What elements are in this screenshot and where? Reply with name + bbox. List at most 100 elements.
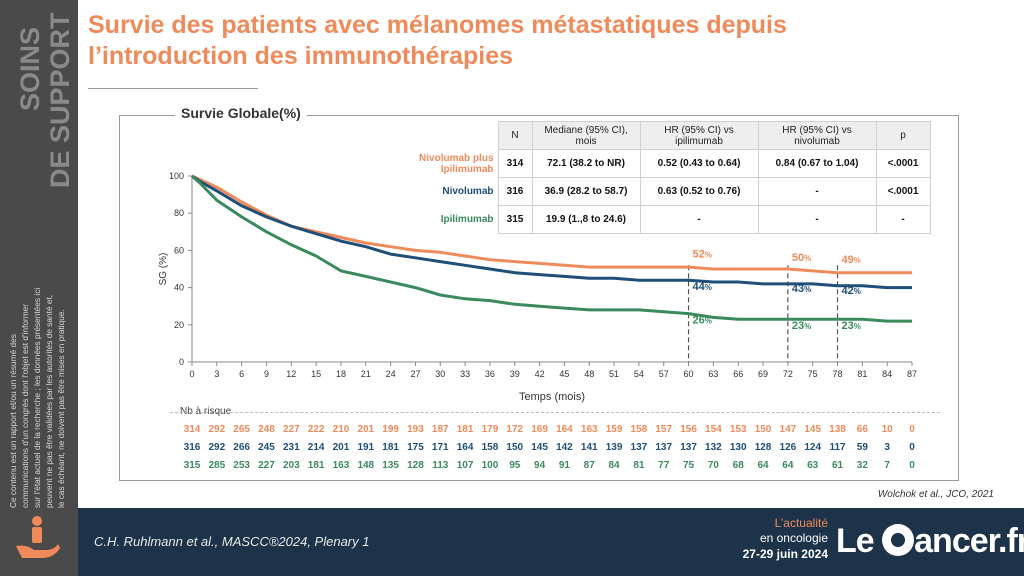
table-cell: 0.63 (0.52 to 0.76) xyxy=(639,177,759,206)
x-tick-label: 69 xyxy=(758,369,768,379)
y-tick-label: 80 xyxy=(174,208,184,218)
footer-citation: C.H. Ruhlmann et al., MASCC®2024, Plenar… xyxy=(94,534,370,549)
panel-label: Survie Globale(%) xyxy=(175,105,307,121)
x-tick-label: 63 xyxy=(708,369,718,379)
table-row: Nivolumab 316 36.9 (28.2 to 58.7) 0.63 (… xyxy=(388,177,931,206)
logo-rest: ancer.fr xyxy=(914,522,1024,560)
risk-value: 139 xyxy=(605,442,623,453)
risk-value: 91 xyxy=(558,460,570,471)
risk-value: 137 xyxy=(655,442,673,453)
risk-value: 227 xyxy=(282,424,300,435)
x-tick-label: 36 xyxy=(485,369,495,379)
risk-value: 124 xyxy=(804,442,822,453)
sidebar-disclaimer-line: peuvent ne pas être validées par les aut… xyxy=(44,295,54,508)
x-tick-label: 0 xyxy=(189,369,194,379)
risk-value: 210 xyxy=(332,424,350,435)
table-corner xyxy=(388,121,498,150)
sidebar-title-line2: DE SUPPORT xyxy=(45,12,71,188)
risk-value: 164 xyxy=(556,424,573,435)
risk-value: 87 xyxy=(583,460,595,471)
sidebar: SOINS DE SUPPORT Ce contenu est un rappo… xyxy=(0,0,78,576)
risk-value: 150 xyxy=(506,442,524,453)
data-label: 26% xyxy=(693,315,712,327)
risk-value: 316 xyxy=(183,442,201,453)
risk-value: 77 xyxy=(658,460,670,471)
reference: Wolchok et al., JCO, 2021 xyxy=(877,489,994,500)
series-line-nivo xyxy=(191,174,912,290)
x-tick-label: 87 xyxy=(907,369,917,379)
table-cell: <.0001 xyxy=(875,177,931,206)
risk-value: 203 xyxy=(282,460,300,471)
data-label: 49% xyxy=(842,254,861,266)
x-tick-label: 66 xyxy=(733,369,743,379)
risk-value: 128 xyxy=(754,442,772,453)
data-label: 44% xyxy=(693,281,712,293)
y-tick-label: 40 xyxy=(174,283,184,293)
chart-panel xyxy=(119,115,959,481)
risk-value: 117 xyxy=(829,442,846,453)
risk-value: 245 xyxy=(258,442,275,453)
y-tick-label: 20 xyxy=(174,320,184,330)
page-title: Survie des patients avec mélanomes métas… xyxy=(88,10,988,72)
risk-value: 81 xyxy=(633,460,645,471)
risk-value: 153 xyxy=(729,424,747,435)
table-cell: 36.9 (28.2 to 58.7) xyxy=(531,177,641,206)
table-header-n: N xyxy=(497,121,533,150)
x-tick-label: 57 xyxy=(659,369,669,379)
risk-value: 172 xyxy=(506,424,524,435)
risk-value: 145 xyxy=(531,442,548,453)
x-tick-label: 45 xyxy=(559,369,569,379)
risk-value: 169 xyxy=(531,424,548,435)
risk-value: 70 xyxy=(707,460,719,471)
risk-value: 63 xyxy=(807,460,819,471)
x-tick-label: 51 xyxy=(609,369,619,379)
risk-value: 164 xyxy=(456,442,474,453)
risk-value: 137 xyxy=(630,442,648,453)
logo-c-icon xyxy=(882,524,915,556)
table-cell: <.0001 xyxy=(875,149,931,178)
risk-value: 181 xyxy=(307,460,325,471)
risk-value: 100 xyxy=(481,460,499,471)
risk-value: 158 xyxy=(630,424,648,435)
x-tick-label: 33 xyxy=(460,369,470,379)
title-divider xyxy=(88,88,258,89)
table-cell: 19.9 (1.,8 to 24.6) xyxy=(531,205,641,234)
risk-value: 145 xyxy=(804,424,822,435)
risk-value: 0 xyxy=(909,424,915,435)
risk-title: Nb à risque xyxy=(180,406,232,417)
risk-value: 171 xyxy=(431,442,449,453)
x-tick-label: 48 xyxy=(584,369,594,379)
risk-value: 3 xyxy=(884,442,890,453)
risk-value: 181 xyxy=(456,424,474,435)
table-cell: 315 xyxy=(497,205,533,234)
risk-value: 132 xyxy=(705,442,722,453)
risk-value: 187 xyxy=(431,424,449,435)
risk-value: 158 xyxy=(481,442,499,453)
risk-value: 150 xyxy=(754,424,772,435)
risk-value: 84 xyxy=(608,460,620,471)
table-header-median: Mediane (95% CI), mois xyxy=(531,121,641,150)
risk-value: 253 xyxy=(233,460,250,471)
table-row-label: Nivolumab plus Ipilimumab xyxy=(419,152,494,175)
x-tick-label: 15 xyxy=(311,369,321,379)
risk-value: 64 xyxy=(782,460,794,471)
risk-value: 0 xyxy=(909,442,915,453)
risk-value: 222 xyxy=(307,424,325,435)
risk-value: 292 xyxy=(208,424,226,435)
table-header-hr-nivo: HR (95% CI) vs nivolumab xyxy=(757,121,877,150)
risk-divider xyxy=(170,412,940,413)
risk-value: 315 xyxy=(183,460,201,471)
risk-value: 148 xyxy=(357,460,375,471)
table-cell: 316 xyxy=(497,177,533,206)
risk-value: 314 xyxy=(183,424,201,435)
risk-value: 181 xyxy=(382,442,399,453)
x-tick-label: 78 xyxy=(833,369,843,379)
risk-value: 199 xyxy=(382,424,399,435)
x-tick-label: 39 xyxy=(510,369,520,379)
risk-value: 193 xyxy=(407,424,424,435)
risk-value: 266 xyxy=(233,442,250,453)
risk-value: 156 xyxy=(680,424,697,435)
event-line1: L’actualité xyxy=(774,516,828,530)
risk-value: 157 xyxy=(655,424,673,435)
